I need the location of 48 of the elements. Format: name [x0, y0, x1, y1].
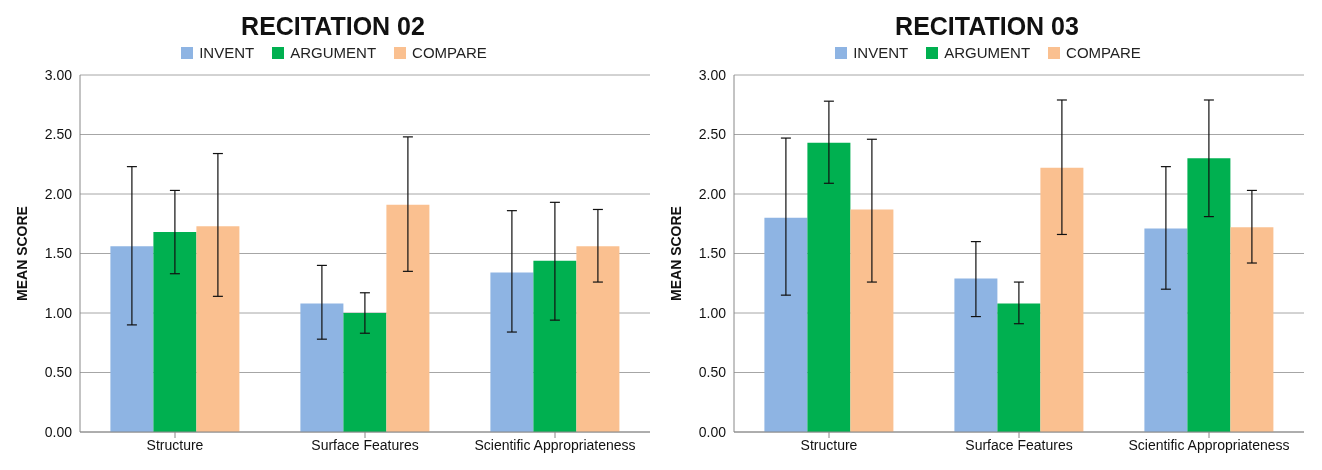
- bar: [997, 303, 1041, 432]
- y-tick-label: 3.00: [44, 66, 73, 83]
- y-tick-label: 1.00: [698, 304, 727, 321]
- y-tick-label: 2.00: [698, 185, 727, 202]
- y-tick-label: 1.50: [698, 245, 727, 262]
- y-axis-title: MEAN SCORE: [667, 206, 684, 301]
- bar: [1144, 228, 1188, 432]
- legend-label: COMPARE: [412, 44, 487, 61]
- x-tick-label: Scientific Appropriateness: [1128, 436, 1290, 453]
- y-tick-label: 0.50: [698, 364, 727, 381]
- chart-title: RECITATION 02: [240, 11, 426, 42]
- bar: [300, 303, 344, 432]
- bar: [533, 260, 577, 432]
- bar: [807, 142, 851, 432]
- legend-label: INVENT: [199, 44, 255, 61]
- legend-label: COMPARE: [1066, 44, 1141, 61]
- y-tick-label: 0.00: [44, 423, 73, 440]
- y-tick-label: 2.00: [44, 185, 73, 202]
- bar: [954, 278, 998, 432]
- bar: [343, 313, 387, 432]
- bar: [110, 246, 154, 432]
- x-tick-label: Surface Features: [311, 436, 419, 453]
- y-axis-title: MEAN SCORE: [13, 206, 30, 301]
- legend-label: INVENT: [853, 44, 909, 61]
- bar: [153, 232, 197, 432]
- x-tick-label: Structure: [800, 436, 858, 453]
- bar: [764, 217, 808, 432]
- y-tick-label: 2.50: [44, 126, 73, 143]
- chart-title: RECITATION 03: [894, 11, 1080, 42]
- y-tick-label: 0.50: [44, 364, 73, 381]
- x-tick-label: Structure: [146, 436, 204, 453]
- legend-label: ARGUMENT: [944, 44, 1031, 61]
- bar: [576, 246, 620, 432]
- bar: [1187, 158, 1231, 432]
- y-tick-label: 0.00: [698, 423, 727, 440]
- x-tick-label: Surface Features: [965, 436, 1073, 453]
- bar: [386, 204, 430, 432]
- x-tick-label: Scientific Appropriateness: [474, 436, 636, 453]
- y-tick-label: 1.50: [44, 245, 73, 262]
- bar: [490, 272, 534, 432]
- legend-label: ARGUMENT: [290, 44, 377, 61]
- bar: [196, 226, 240, 432]
- bar: [1230, 227, 1274, 432]
- bar: [850, 209, 894, 432]
- y-tick-label: 1.00: [44, 304, 73, 321]
- y-tick-label: 2.50: [698, 126, 727, 143]
- bar: [1040, 167, 1084, 432]
- y-tick-label: 3.00: [698, 66, 727, 83]
